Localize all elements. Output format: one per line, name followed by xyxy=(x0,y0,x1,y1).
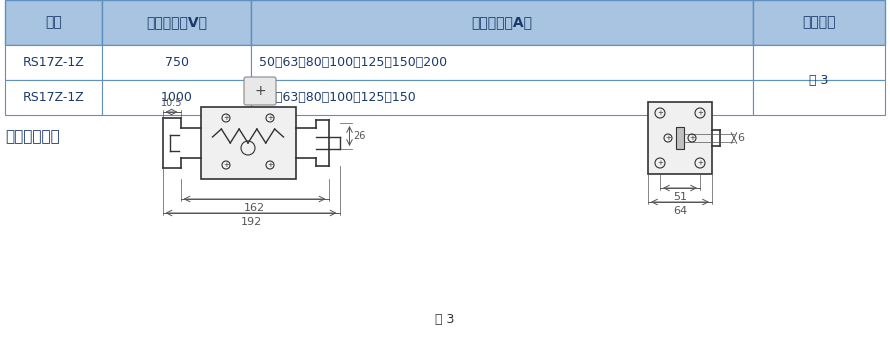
Text: +: + xyxy=(665,135,671,141)
Bar xyxy=(5,80,101,115)
Text: 64: 64 xyxy=(673,206,687,216)
Bar xyxy=(5,0,101,45)
Bar xyxy=(753,0,885,45)
Text: 图 3: 图 3 xyxy=(809,73,829,87)
Bar xyxy=(200,107,295,179)
Bar xyxy=(753,45,885,80)
Bar xyxy=(648,102,712,174)
Text: 额定电流（A）: 额定电流（A） xyxy=(472,16,533,29)
Text: +: + xyxy=(657,160,663,166)
Bar xyxy=(5,45,101,80)
Text: 750: 750 xyxy=(165,56,189,69)
Text: RS17Z-1Z: RS17Z-1Z xyxy=(22,91,85,104)
Bar xyxy=(753,80,885,115)
Text: 50、63、80、100、125、150: 50、63、80、100、125、150 xyxy=(259,91,417,104)
Text: 26: 26 xyxy=(353,131,366,141)
Bar xyxy=(251,45,753,80)
Text: +: + xyxy=(697,160,703,166)
Text: 10.5: 10.5 xyxy=(161,98,182,108)
Text: +: + xyxy=(697,110,703,116)
Text: 额定电压（V）: 额定电压（V） xyxy=(146,16,207,29)
Text: 192: 192 xyxy=(240,217,262,227)
Text: 6: 6 xyxy=(737,133,744,143)
Text: +: + xyxy=(267,115,273,121)
Text: 50、63、80、100、125、150、200: 50、63、80、100、125、150、200 xyxy=(259,56,448,69)
Text: +: + xyxy=(223,115,229,121)
Text: +: + xyxy=(267,162,273,168)
Text: 外形安装尺寸: 外形安装尺寸 xyxy=(5,129,60,144)
Text: 外形图号: 外形图号 xyxy=(802,16,836,29)
Bar xyxy=(676,127,684,149)
Text: +: + xyxy=(255,84,266,98)
Bar xyxy=(251,0,753,45)
Text: +: + xyxy=(689,135,695,141)
Bar xyxy=(251,80,753,115)
Text: 51: 51 xyxy=(673,192,687,202)
Text: 图 3: 图 3 xyxy=(435,313,455,326)
Text: 型号: 型号 xyxy=(45,16,61,29)
Bar xyxy=(101,45,251,80)
Text: RS17Z-1Z: RS17Z-1Z xyxy=(22,56,85,69)
Text: 162: 162 xyxy=(244,203,265,213)
Text: +: + xyxy=(223,162,229,168)
Text: 1000: 1000 xyxy=(161,91,192,104)
Bar xyxy=(101,80,251,115)
FancyBboxPatch shape xyxy=(244,77,276,105)
Text: +: + xyxy=(657,110,663,116)
Bar xyxy=(101,0,251,45)
